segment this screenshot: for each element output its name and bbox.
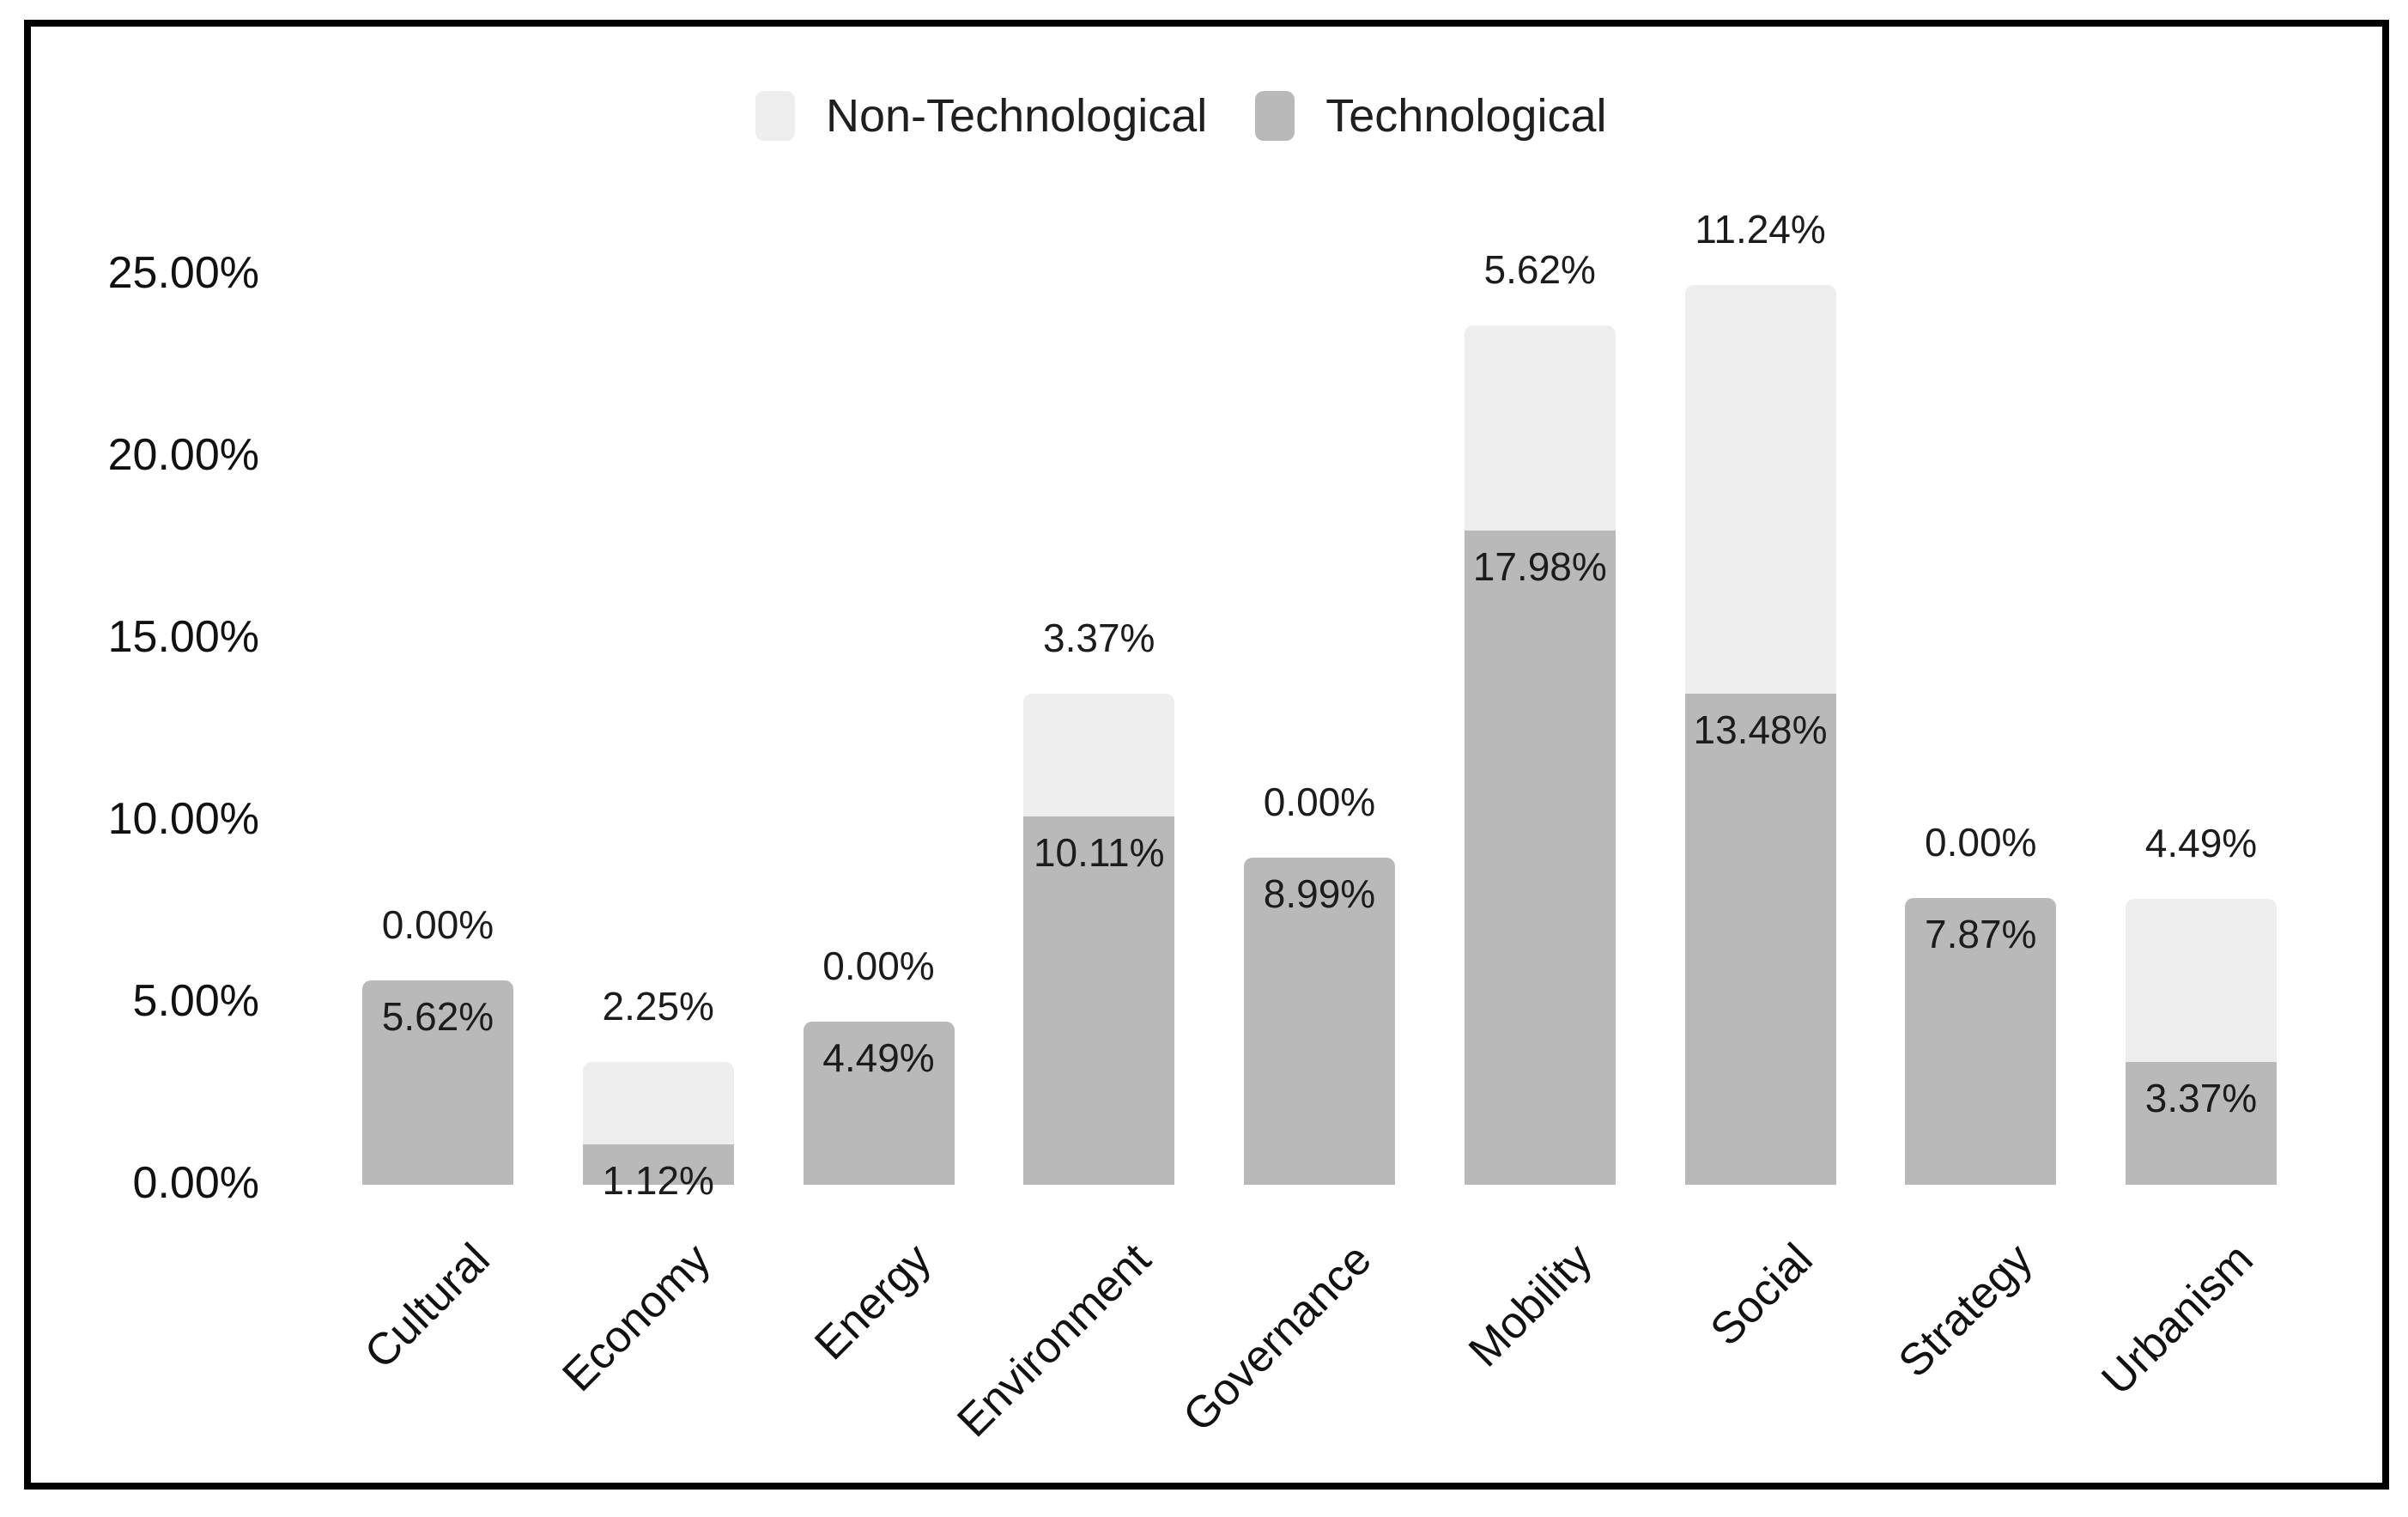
- legend-label-non-technological: Non-Technological: [826, 90, 1208, 142]
- legend-swatch-technological: [1255, 91, 1295, 141]
- chart-frame: [24, 20, 2389, 1490]
- bar-segment-non-technological-environment[interactable]: [1023, 694, 1175, 817]
- bar-segment-technological-mobility[interactable]: [1464, 530, 1616, 1185]
- y-axis-tick-2500: 25.00%: [107, 248, 259, 298]
- bar-segment-technological-governance[interactable]: [1244, 857, 1395, 1185]
- data-label-technological-strategy: 7.87%: [1925, 912, 2037, 957]
- y-axis-tick-2000: 20.00%: [107, 430, 259, 480]
- data-label-non-technological-energy: 0.00%: [822, 943, 935, 988]
- data-label-non-technological-strategy: 0.00%: [1925, 820, 2037, 865]
- data-label-technological-environment: 10.11%: [1033, 830, 1165, 876]
- bar-segment-technological-cultural[interactable]: [362, 980, 513, 1185]
- legend-label-technological: Technological: [1325, 90, 1607, 142]
- data-label-non-technological-social: 11.24%: [1695, 206, 1826, 252]
- bar-segment-non-technological-urbanism[interactable]: [2126, 898, 2277, 1063]
- data-label-technological-social: 13.48%: [1693, 707, 1828, 753]
- chart-legend: Non-Technological Technological: [755, 89, 1606, 143]
- y-axis-tick-1500: 15.00%: [107, 612, 259, 662]
- legend-swatch-non-technological: [755, 91, 795, 141]
- bar-segment-technological-strategy[interactable]: [1905, 898, 2057, 1185]
- bar-segment-technological-environment[interactable]: [1023, 816, 1175, 1185]
- y-axis-tick-500: 5.00%: [132, 976, 259, 1026]
- bar-segment-non-technological-mobility[interactable]: [1464, 325, 1616, 531]
- data-label-non-technological-economy: 2.25%: [602, 984, 714, 1029]
- data-label-technological-energy: 4.49%: [822, 1035, 935, 1080]
- data-label-non-technological-cultural: 0.00%: [381, 901, 494, 947]
- data-label-technological-economy: 1.12%: [602, 1157, 714, 1203]
- y-axis-tick-1000: 10.00%: [107, 794, 259, 844]
- legend-item-technological[interactable]: Technological: [1255, 89, 1606, 143]
- bar-segment-technological-energy[interactable]: [803, 1021, 955, 1185]
- bar-segment-technological-economy[interactable]: [582, 1144, 734, 1185]
- y-axis-tick-000: 0.00%: [132, 1158, 259, 1208]
- data-label-technological-cultural: 5.62%: [381, 993, 494, 1039]
- data-label-non-technological-environment: 3.37%: [1043, 616, 1155, 661]
- data-label-technological-governance: 8.99%: [1263, 871, 1376, 916]
- data-label-technological-urbanism: 3.37%: [2144, 1076, 2258, 1121]
- data-label-non-technological-governance: 0.00%: [1263, 779, 1376, 824]
- legend-item-non-technological[interactable]: Non-Technological: [755, 89, 1207, 143]
- bar-segment-technological-social[interactable]: [1684, 694, 1836, 1185]
- data-label-non-technological-mobility: 5.62%: [1483, 247, 1596, 293]
- bar-segment-non-technological-economy[interactable]: [582, 1062, 734, 1144]
- bar-segment-non-technological-social[interactable]: [1684, 284, 1836, 695]
- bar-segment-technological-urbanism[interactable]: [2126, 1062, 2277, 1185]
- data-label-non-technological-urbanism: 4.49%: [2144, 820, 2258, 865]
- data-label-technological-mobility: 17.98%: [1472, 543, 1607, 589]
